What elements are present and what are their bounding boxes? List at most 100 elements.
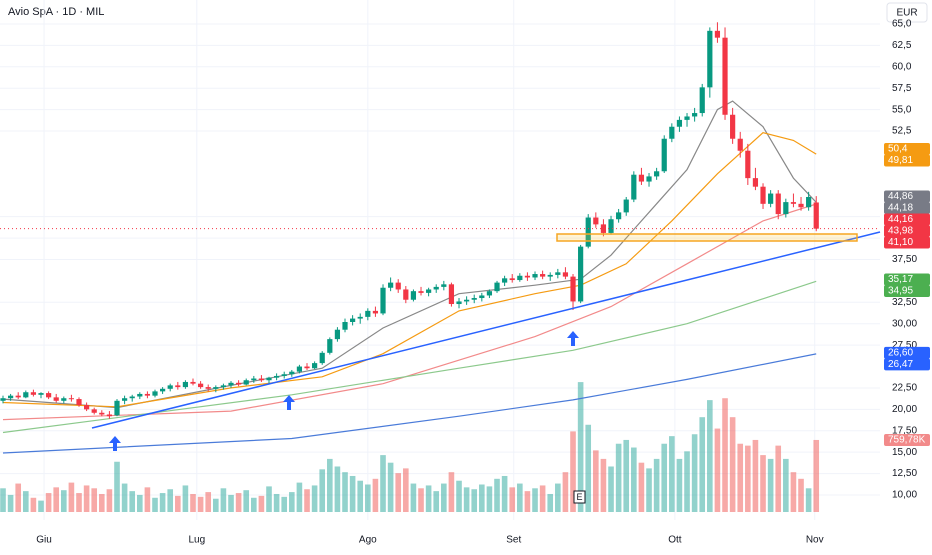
price-label: 44,18 — [888, 203, 913, 214]
price-label-bg — [884, 154, 930, 167]
volume-bar — [197, 496, 204, 512]
volume-bar — [342, 472, 348, 512]
candle-body — [53, 397, 59, 401]
currency-box[interactable] — [886, 2, 928, 23]
candle-body — [806, 196, 812, 208]
candle-body — [692, 113, 698, 117]
volume-bar — [372, 478, 379, 512]
candle-body — [540, 274, 546, 277]
event-label[interactable]: E — [576, 492, 582, 502]
volume-bar — [509, 487, 516, 512]
candle-body — [144, 393, 151, 396]
price-label: 44,86 — [888, 191, 913, 202]
candle-body — [266, 377, 272, 381]
volume-bar — [273, 493, 280, 512]
candle-body — [99, 412, 105, 415]
price-label: 41,10 — [888, 237, 913, 248]
volume-bar — [15, 483, 22, 512]
volume-bar — [357, 480, 364, 512]
candle-body — [433, 286, 439, 290]
candle-body — [327, 339, 333, 353]
price-label-bg — [884, 143, 930, 156]
y-tick-label: 17,50 — [892, 425, 917, 436]
volume-bar — [441, 483, 447, 512]
volume-bar — [539, 485, 546, 512]
price-label: 26,47 — [888, 359, 913, 370]
volume-bar — [691, 434, 698, 512]
price-label: 34,95 — [888, 286, 913, 297]
y-tick-label: 12,50 — [892, 468, 917, 479]
candle-body — [486, 291, 493, 296]
volume-bar — [403, 468, 409, 512]
candle-body — [699, 87, 705, 114]
volume-bar — [7, 494, 14, 512]
candle-body — [418, 291, 424, 293]
candle-body — [783, 202, 789, 215]
candle-body — [578, 246, 584, 302]
moving-average — [2, 203, 817, 421]
candle-body — [251, 378, 257, 381]
currency[interactable]: EUR — [896, 8, 917, 19]
volume-bar — [615, 443, 622, 512]
candle-body — [813, 202, 819, 229]
volume-bar — [410, 483, 417, 512]
y-tick-label: 10,00 — [892, 490, 917, 501]
volume-bar — [258, 495, 265, 512]
volume-bar — [167, 489, 174, 512]
candle-body — [441, 284, 447, 287]
candle-body — [616, 212, 622, 220]
candle-body — [342, 322, 348, 330]
price-label: 35,17 — [888, 274, 913, 285]
y-tick-label: 20,00 — [892, 404, 917, 415]
price-label: 26,60 — [888, 347, 913, 358]
x-tick-label: Ago — [359, 535, 377, 546]
candle-body — [84, 405, 90, 410]
candle-body — [68, 398, 75, 400]
trend-line — [91, 231, 881, 429]
candle-body — [243, 380, 249, 385]
volume-bar — [486, 486, 493, 512]
volume-bar — [380, 455, 386, 512]
volume-bar — [99, 493, 105, 512]
volume-bar — [775, 445, 782, 512]
candle-body — [768, 193, 774, 204]
candle-body — [137, 393, 143, 397]
candle-body — [198, 383, 204, 388]
y-tick-label: 27,50 — [892, 340, 917, 351]
volume-bar — [593, 450, 599, 512]
candle-body — [296, 366, 303, 372]
chart-title: Avio SpA · 1D · MIL — [8, 6, 104, 18]
volume-bar — [205, 492, 212, 512]
candle-body — [730, 114, 736, 139]
volume-bar — [745, 445, 751, 512]
price-label: 44,16 — [888, 214, 913, 225]
volume-bar — [106, 489, 113, 512]
price-label-bg — [884, 201, 930, 214]
candle-body — [38, 393, 44, 395]
candle-body — [236, 382, 242, 385]
candle-body — [494, 282, 500, 292]
candle-body — [357, 316, 363, 319]
candle-body — [213, 387, 219, 389]
price-label-bg — [884, 213, 930, 226]
candle-body — [760, 186, 766, 204]
candle-body — [745, 150, 751, 179]
candle-body — [798, 203, 804, 208]
price-label-bg — [884, 273, 930, 286]
volume-bar — [251, 497, 257, 512]
candle-body — [304, 366, 310, 369]
x-tick-label: Nov — [806, 535, 824, 546]
y-tick-label: 30,00 — [892, 318, 917, 329]
volume-bar — [182, 485, 189, 512]
event-marker[interactable] — [573, 490, 586, 504]
candle-body — [661, 138, 667, 172]
price-label-bg — [884, 284, 930, 297]
candle-body — [15, 395, 21, 398]
moving-average — [2, 280, 817, 434]
volume-bar — [235, 493, 242, 512]
candle-body — [23, 392, 29, 398]
moving-average — [2, 353, 817, 454]
volume-bar — [30, 497, 37, 512]
volume-bar — [653, 458, 660, 512]
x-tick-label: Giu — [36, 535, 52, 546]
